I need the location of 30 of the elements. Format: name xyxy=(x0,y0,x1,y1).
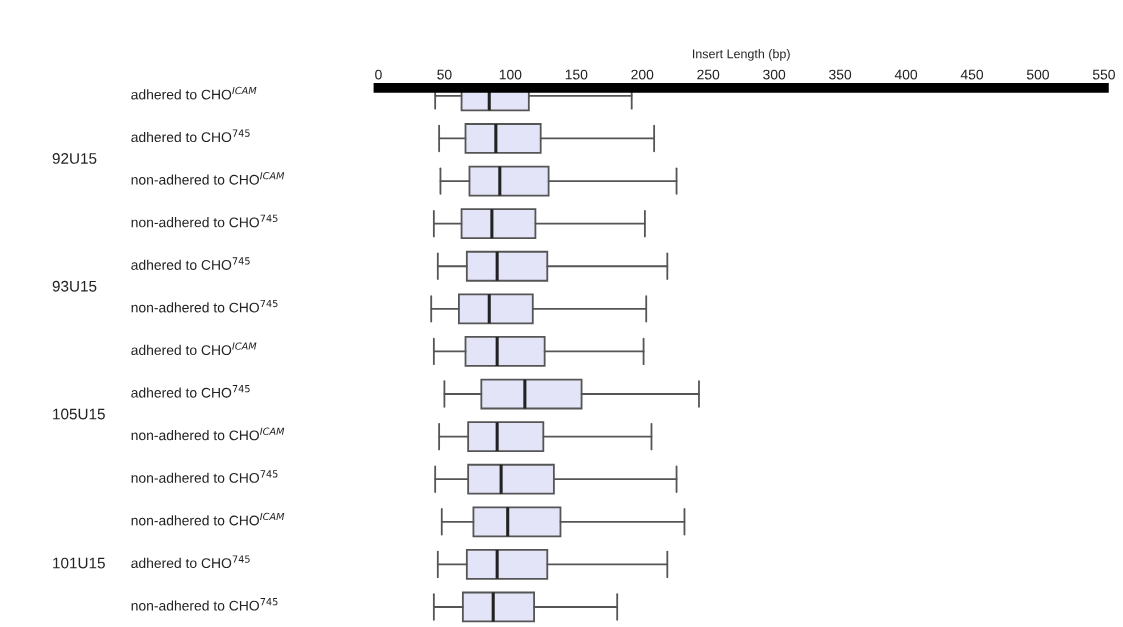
y-tick-label: non-adhered to CHO$^{ICAM}$ xyxy=(131,172,285,185)
y-tick-label: non-adhered to CHO$^{745}$ xyxy=(131,299,278,313)
x-tick-label: 350 xyxy=(829,69,852,80)
text: 101U15 xyxy=(53,557,105,569)
x-tick-label: 0 xyxy=(375,69,382,80)
x-tick-label: 50 xyxy=(437,69,452,80)
x-tick-label: 100 xyxy=(499,69,522,80)
x-tick-label: 200 xyxy=(631,69,654,80)
x-axis-title: Insert Length (bp) xyxy=(693,49,790,61)
text: 105U15 xyxy=(53,408,105,420)
x-tick-label: 400 xyxy=(894,69,918,80)
x-tick-label: 300 xyxy=(763,69,786,80)
y-tick-label: adhered to CHO$^{ICAM}$ xyxy=(131,86,257,100)
y-tick-label: non-adhered to CHO$^{745}$ xyxy=(131,214,278,228)
x-tick-label: 550 xyxy=(1092,69,1115,80)
y-tick-label: adhered to CHO$^{745}$ xyxy=(131,257,250,270)
y-tick-label: non-adhered to CHO$^{ICAM}$ xyxy=(131,427,285,441)
x-tick-label: 250 xyxy=(697,69,720,80)
y-tick-label: adhered to CHO$^{745}$ xyxy=(131,129,250,143)
x-tick-label: 150 xyxy=(565,69,588,80)
x-tick-label: 500 xyxy=(1026,69,1049,80)
y-tick-label: adhered to CHO$^{745}$ xyxy=(131,385,250,398)
y-tick-label: non-adhered to CHO$^{ICAM}$ xyxy=(131,512,285,526)
y-tick-label: non-adhered to CHO$^{745}$ xyxy=(131,470,278,483)
y-tick-label: non-adhered to CHO$^{745}$ xyxy=(131,598,278,611)
text: 92U15 xyxy=(52,153,97,164)
y-tick-label: adhered to CHO$^{ICAM}$ xyxy=(131,342,257,356)
text: 93U15 xyxy=(52,280,97,292)
y-tick-label: adhered to CHO$^{745}$ xyxy=(131,555,250,569)
x-tick-label: 450 xyxy=(960,69,984,80)
